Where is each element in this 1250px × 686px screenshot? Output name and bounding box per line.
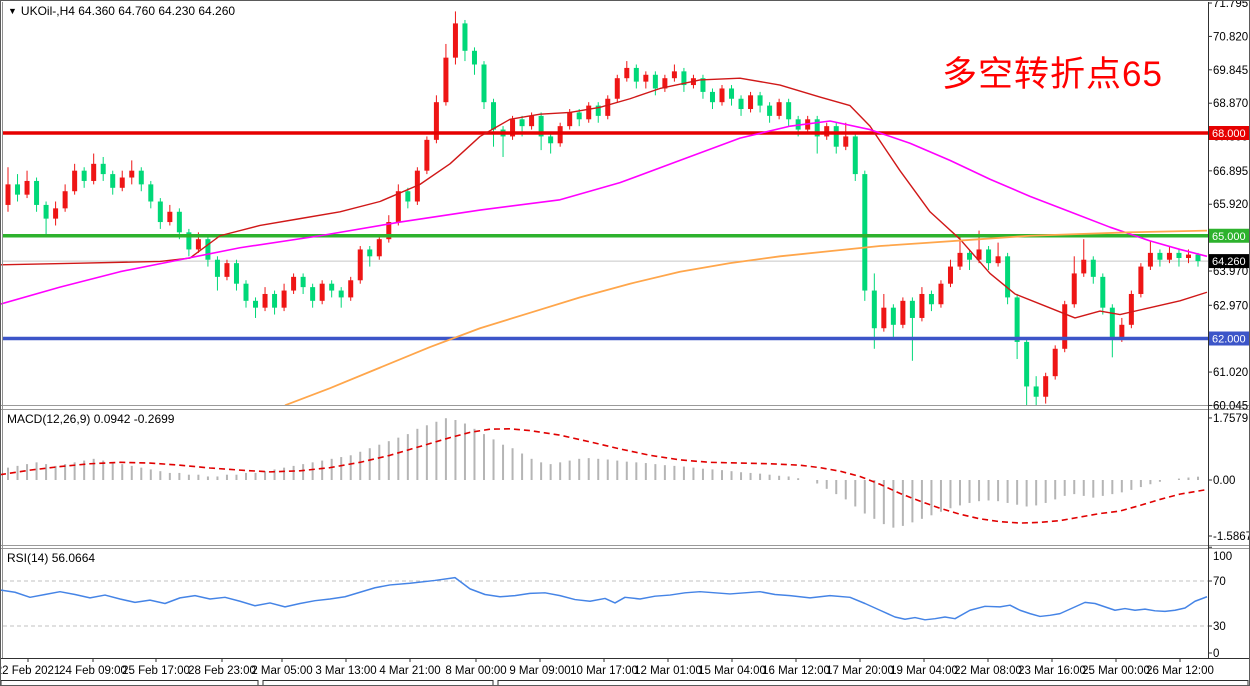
bottom-window-edge (262, 680, 494, 686)
price-tick-label: 65.920 (1213, 199, 1248, 211)
time-axis-label: 2 Mar 05:00 (251, 665, 312, 677)
time-axis-label: 15 Mar 04:00 (698, 665, 766, 677)
price-tick-label: 68.870 (1213, 98, 1248, 110)
price-tick-label: 71.795 (1213, 0, 1248, 10)
time-axis-label: 25 Feb 17:00 (122, 665, 190, 677)
rsi-tick-label: 0 (1213, 648, 1219, 660)
macd-panel[interactable]: 1.7579 0.00 -1.5867 (0, 413, 1250, 543)
time-axis-label: 3 Mar 13:00 (315, 665, 376, 677)
svg-text:64.260: 64.260 (1212, 256, 1246, 268)
price-badge-65.000: 65.000 (1209, 228, 1250, 243)
macd-indicator-label: MACD(12,26,9) 0.0942 -0.2699 (7, 412, 174, 426)
svg-text:68.000: 68.000 (1212, 128, 1246, 140)
price-axis: 71.79570.82069.84568.87067.89566.89565.9… (1208, 0, 1250, 412)
time-axis-label: 19 Mar 04:00 (890, 665, 958, 677)
price-tick-label: 63.970 (1213, 266, 1248, 278)
time-axis-label: 25 Mar 00:00 (1082, 665, 1150, 677)
time-axis-label: 28 Feb 23:00 (188, 665, 256, 677)
macd-signal-value: -0.2699 (133, 412, 175, 426)
macd-signal-line (0, 428, 1208, 524)
time-axis-label: 4 Mar 21:00 (379, 665, 440, 677)
svg-text:65.000: 65.000 (1212, 231, 1246, 243)
rsi-tick-label: 70 (1213, 576, 1226, 588)
time-axis-label: 17 Mar 20:00 (826, 665, 894, 677)
symbol-ohlc-text: UKOil-,H4 64.360 64.760 64.230 64.260 (20, 4, 236, 18)
annotation-text: 多空转折点65 (942, 55, 1163, 94)
ma-mid-magenta (0, 120, 1208, 306)
price-tick-label: 70.820 (1213, 31, 1248, 43)
time-axis-label: 23 Mar 16:00 (1018, 665, 1086, 677)
time-axis-label: 22 Mar 08:00 (954, 665, 1022, 677)
macd-tick-label: 1.7579 (1213, 413, 1248, 425)
price-tick-label: 60.045 (1213, 400, 1248, 412)
macd-tick-label: -1.5867 (1213, 531, 1250, 543)
price-badge-68.000: 68.000 (1209, 126, 1250, 140)
macd-tick-label: 0.00 (1213, 475, 1235, 487)
time-axis-label: 22 Feb 2021 (0, 665, 60, 677)
price-tick-label: 61.020 (1213, 367, 1248, 379)
symbol-ohlc-bar: ▼ UKOil-,H4 64.360 64.760 64.230 64.260 (8, 4, 235, 18)
price-tick-label: 66.895 (1213, 166, 1248, 178)
symbol-dropdown-icon[interactable]: ▼ (8, 6, 17, 16)
rsi-value: 56.0664 (51, 551, 96, 565)
price-badge-62.000: 62.000 (1209, 331, 1250, 346)
time-axis-label: 10 Mar 17:00 (570, 665, 638, 677)
main-price-panel[interactable] (0, 11, 1208, 407)
rsi-tick-label: 30 (1213, 621, 1226, 633)
macd-name: MACD(12,26,9) (7, 412, 91, 426)
svg-text:62.000: 62.000 (1212, 334, 1246, 346)
rsi-indicator-label: RSI(14) 56.0664 (7, 551, 95, 565)
time-axis-label: 8 Mar 00:00 (445, 665, 506, 677)
time-axis-label: 16 Mar 12:00 (762, 665, 830, 677)
price-badge-64.260: 64.260 (1209, 254, 1250, 269)
ma-long-orange (284, 229, 1208, 407)
bottom-window-edge (0, 680, 259, 686)
price-tick-label: 62.970 (1213, 300, 1248, 312)
ma-fast-red (0, 77, 1208, 319)
bottom-window-edge (497, 680, 1249, 686)
time-axis-label: 9 Mar 09:00 (509, 665, 570, 677)
macd-main-value: 0.0942 (93, 412, 131, 426)
rsi-name: RSI(14) (7, 551, 49, 565)
time-axis-label: 26 Mar 12:00 (1146, 665, 1214, 677)
rsi-tick-label: 100 (1213, 551, 1232, 563)
price-tick-label: 69.845 (1213, 65, 1248, 77)
time-axis-label: 24 Feb 09:00 (59, 665, 127, 677)
rsi-line (0, 576, 1208, 621)
rsi-panel[interactable]: 100 70 30 0 (0, 546, 1232, 660)
time-axis-label: 12 Mar 01:00 (634, 665, 702, 677)
